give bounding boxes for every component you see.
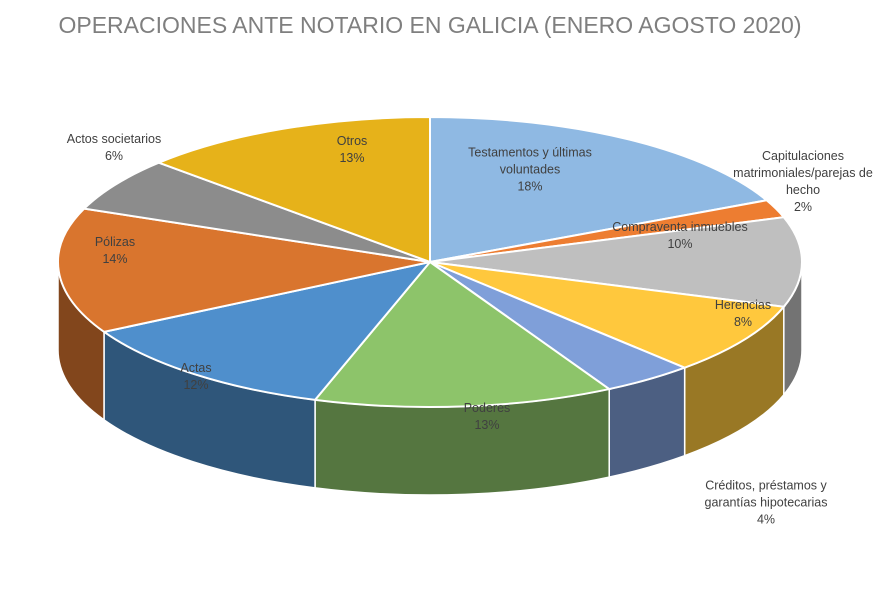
slice-top <box>429 261 786 369</box>
slice-top <box>429 216 803 308</box>
data-label: Pólizas 14% <box>65 234 165 268</box>
data-label: Capitulaciones matrimoniales/parejas de … <box>718 148 888 216</box>
data-label: Herencias 8% <box>683 297 803 331</box>
label-name: Pólizas <box>94 235 136 249</box>
label-value: 13% <box>339 151 365 165</box>
slice <box>57 207 431 422</box>
label-value: 14% <box>102 252 128 266</box>
data-label: Créditos, préstamos y garantías hipoteca… <box>681 478 851 529</box>
label-name: Créditos, préstamos y garantías hipoteca… <box>704 478 828 510</box>
label-value: 12% <box>183 378 209 392</box>
slice <box>429 261 688 478</box>
chart-title: OPERACIONES ANTE NOTARIO EN GALICIA (ENE… <box>58 12 802 38</box>
data-label: Actos societarios 6% <box>49 131 179 165</box>
label-value: 6% <box>104 149 124 163</box>
slice-top <box>57 207 431 333</box>
label-value: 4% <box>756 512 776 527</box>
label-name: Compraventa inmuebles <box>612 220 748 234</box>
label-name: Actas <box>180 361 212 375</box>
data-label: Otros 13% <box>302 133 402 167</box>
data-label: Poderes 13% <box>427 400 547 434</box>
label-value: 10% <box>667 237 693 251</box>
label-name: Poderes <box>463 401 511 415</box>
slice <box>82 161 431 263</box>
label-name: Otros <box>336 134 368 148</box>
data-label: Testamentos y últimas voluntades 18% <box>450 145 610 196</box>
label-value: 18% <box>517 179 543 194</box>
slice <box>429 216 803 397</box>
slice-top <box>101 260 433 401</box>
slice <box>313 260 612 496</box>
label-value: 2% <box>793 200 813 214</box>
slice <box>156 115 431 264</box>
label-name: Actos societarios <box>66 132 162 146</box>
slice-top <box>313 260 612 408</box>
label-value: 13% <box>474 418 500 432</box>
data-label: Compraventa inmuebles 10% <box>600 219 760 253</box>
label-name: Capitulaciones matrimoniales/parejas de … <box>733 149 873 197</box>
label-name: Herencias <box>714 298 772 312</box>
label-value: 8% <box>733 315 753 329</box>
label-name: Testamentos y últimas voluntades <box>468 145 592 177</box>
slice-top <box>156 115 431 264</box>
slice <box>429 115 769 264</box>
slice-top <box>82 161 431 263</box>
data-label: Actas 12% <box>146 360 246 394</box>
slice-top <box>429 115 769 264</box>
